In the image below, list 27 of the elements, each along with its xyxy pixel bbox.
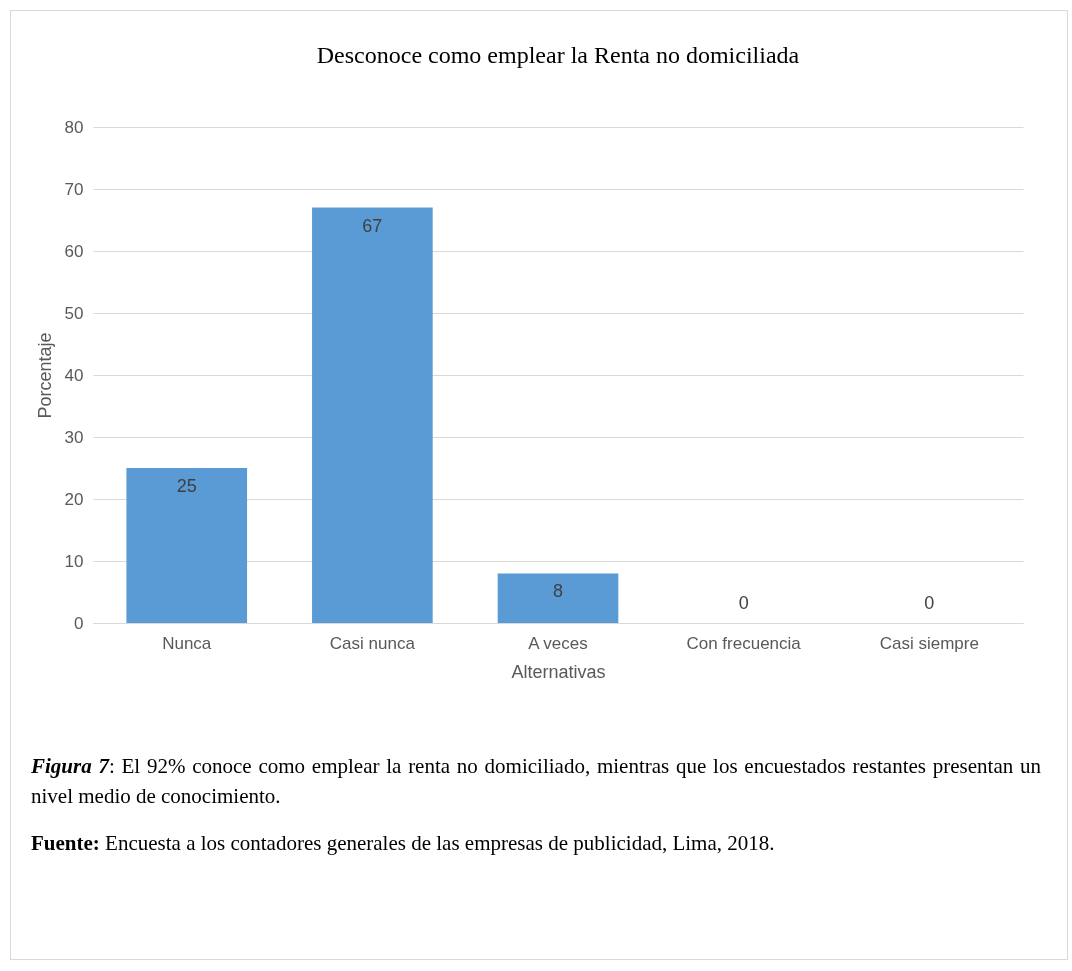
data-label: 67 <box>362 215 383 236</box>
data-label: 8 <box>552 581 564 602</box>
text: Figura 7: El 92% conoce como emplear la renta no domiciliado, mientras que los encuestados restantes presentan un nivel medio de conocimiento. <box>31 753 1041 811</box>
data-label: 0 <box>738 593 749 613</box>
y-tick-label: 30 <box>64 427 84 447</box>
x-tick-label: A veces <box>528 633 588 653</box>
x-tick-label: Casi nunca <box>329 633 416 653</box>
y-tick-label: 70 <box>64 179 84 199</box>
y-axis-title: Porcentaje <box>34 332 55 419</box>
y-tick-label: 60 <box>64 241 84 261</box>
y-tick-label: 0 <box>74 613 84 633</box>
chart-title: Desconoce como emplear la Renta no domiciliada <box>316 42 800 68</box>
y-tick-label: 10 <box>64 551 84 571</box>
source-note: Fuente: Encuesta a los contadores generales de las empresas de publicidad, Lima, 2018. <box>31 829 776 857</box>
x-tick-label: Con frecuencia <box>686 633 802 653</box>
y-tick-label: 40 <box>64 365 84 385</box>
y-tick-label: 80 <box>64 117 84 137</box>
data-label: 25 <box>176 476 197 496</box>
bar <box>126 468 248 623</box>
x-axis-title: Alternativas <box>511 661 606 682</box>
x-tick-label: Casi siempre <box>879 633 979 653</box>
x-tick-label: Nunca <box>162 633 212 653</box>
bar <box>497 573 619 623</box>
y-tick-label: 20 <box>64 489 84 509</box>
bar <box>312 207 433 623</box>
data-label: 0 <box>924 593 935 613</box>
y-tick-label: 50 <box>64 303 84 323</box>
